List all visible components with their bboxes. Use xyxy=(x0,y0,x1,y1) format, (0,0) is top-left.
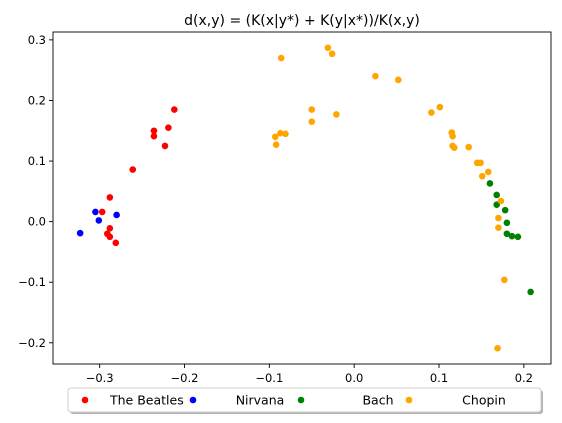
data-point-the-beatles xyxy=(150,132,158,140)
data-point-chopin xyxy=(308,106,316,113)
plot-area xyxy=(52,31,552,365)
data-point-bach xyxy=(503,219,511,227)
legend-label-nirvana: Nirvana xyxy=(236,393,285,408)
data-point-the-beatles xyxy=(98,208,106,216)
data-point-bach xyxy=(493,191,501,199)
legend-marker-bach xyxy=(297,396,305,404)
data-point-chopin xyxy=(478,172,486,180)
y-tick-label: 0.0 xyxy=(28,215,46,229)
data-point-chopin xyxy=(277,129,284,137)
data-point-chopin xyxy=(436,103,444,111)
data-point-chopin xyxy=(465,143,473,151)
data-point-chopin xyxy=(328,50,336,58)
data-point-nirvana xyxy=(76,229,84,237)
data-point-chopin xyxy=(494,344,501,352)
data-point-chopin xyxy=(394,76,402,84)
y-tick-label: −0.2 xyxy=(18,336,46,350)
data-point-chopin xyxy=(308,118,316,125)
data-point-nirvana xyxy=(92,208,99,216)
legend-box xyxy=(67,387,542,413)
legend-label-chopin: Chopin xyxy=(462,393,506,408)
data-point-chopin xyxy=(497,197,505,205)
y-tick-label: 0.3 xyxy=(28,33,46,47)
data-point-the-beatles xyxy=(106,224,114,232)
data-point-chopin xyxy=(477,159,484,167)
data-point-chopin xyxy=(449,132,456,140)
data-point-chopin xyxy=(282,130,289,138)
data-point-chopin xyxy=(277,54,285,62)
data-point-the-beatles xyxy=(171,106,178,113)
data-point-the-beatles xyxy=(112,239,120,247)
data-point-chopin xyxy=(324,44,332,52)
data-point-chopin xyxy=(428,109,435,116)
legend-label-the-beatles: The Beatles xyxy=(109,393,184,408)
y-tick-label: 0.2 xyxy=(28,93,46,107)
chart-title: d(x,y) = (K(x|y*) + K(y|x*))/K(x,y) xyxy=(184,13,420,29)
x-tick-label: −0.2 xyxy=(171,371,199,385)
y-axis: −0.2 −0.1 0.0 0.1 0.2 0.3 xyxy=(18,33,53,350)
data-point-the-beatles xyxy=(150,127,158,135)
data-point-the-beatles xyxy=(106,194,114,201)
x-tick-label: 0.1 xyxy=(430,371,448,385)
legend-marker-the-beatles xyxy=(81,396,89,404)
data-point-bach xyxy=(501,206,509,214)
data-point-nirvana xyxy=(113,211,120,219)
x-tick-label: 0.2 xyxy=(515,371,533,385)
legend-marker-nirvana xyxy=(189,396,197,404)
legend-label-bach: Bach xyxy=(362,393,393,408)
data-point-bach xyxy=(514,233,522,241)
data-point-the-beatles xyxy=(129,166,137,173)
data-point-chopin xyxy=(495,214,502,222)
data-point-chopin xyxy=(372,72,379,80)
data-point-chopin xyxy=(271,133,279,141)
legend-marker-chopin xyxy=(405,396,413,404)
data-points xyxy=(76,44,534,352)
data-point-the-beatles xyxy=(161,142,169,150)
data-point-nirvana xyxy=(95,217,103,224)
x-tick-label: −0.3 xyxy=(86,371,114,385)
legend: The Beatles Nirvana Bach Chopin xyxy=(67,387,543,414)
data-point-bach xyxy=(508,232,516,240)
data-point-chopin xyxy=(495,224,502,231)
data-point-bach xyxy=(486,180,494,187)
x-tick-label: 0.0 xyxy=(345,371,363,385)
data-point-the-beatles xyxy=(165,124,172,132)
data-point-chopin xyxy=(484,168,492,176)
data-point-bach xyxy=(503,230,511,238)
y-tick-label: 0.1 xyxy=(28,154,46,168)
data-point-chopin xyxy=(450,144,458,152)
data-point-bach xyxy=(527,288,534,296)
data-point-the-beatles xyxy=(106,233,114,241)
data-point-chopin xyxy=(501,276,508,284)
y-tick-label: −0.1 xyxy=(18,275,46,289)
x-axis: −0.3 −0.2 −0.1 0.0 0.1 0.2 xyxy=(86,364,533,385)
data-point-chopin xyxy=(272,141,280,148)
data-point-chopin xyxy=(333,111,340,118)
x-tick-label: −0.1 xyxy=(255,371,283,385)
